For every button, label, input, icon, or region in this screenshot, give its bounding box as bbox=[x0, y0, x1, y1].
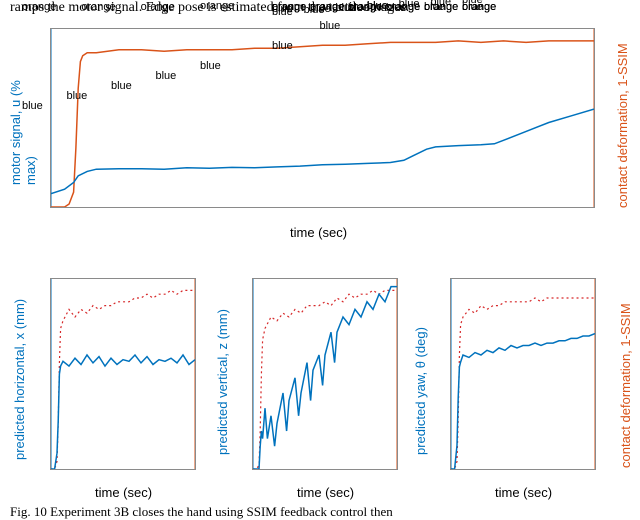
tick-label: orange bbox=[386, 1, 420, 13]
tick-label: orange bbox=[424, 1, 458, 13]
tick-label: orange bbox=[348, 1, 382, 13]
bottom-chart-0 bbox=[50, 278, 196, 470]
tick-label: blue bbox=[111, 80, 132, 92]
tick-label: orange bbox=[462, 1, 496, 13]
top-xlabel: time (sec) bbox=[290, 225, 347, 240]
b0-xlabel: time (sec) bbox=[95, 485, 152, 500]
bottom-chart-2 bbox=[450, 278, 596, 470]
tick-label: blue bbox=[67, 90, 88, 102]
tick-label: blue bbox=[272, 40, 293, 52]
b2-ylabel-right: contact deformation, 1-SSIM bbox=[618, 283, 633, 468]
b1-xlabel: time (sec) bbox=[297, 485, 354, 500]
tick-label: orange bbox=[81, 1, 115, 13]
tick-label: orange bbox=[200, 0, 234, 12]
tick-label: blue bbox=[200, 60, 221, 72]
tick-label: blue bbox=[156, 70, 177, 82]
bottom-chart-1-svg bbox=[253, 279, 397, 469]
tick-label: orange bbox=[272, 1, 306, 13]
b2-xlabel: time (sec) bbox=[495, 485, 552, 500]
tick-label: orange bbox=[141, 1, 175, 13]
top-ylabel-left: motor signal, u (% max) bbox=[8, 55, 38, 185]
b0-ylabel-left: predicted horizontal, x (mm) bbox=[12, 295, 27, 460]
tick-label: orange bbox=[22, 1, 56, 13]
b1-ylabel-left: predicted vertical, z (mm) bbox=[215, 300, 230, 455]
tick-label: blue bbox=[22, 100, 43, 112]
top-ylabel-right: contact deformation, 1-SSIM bbox=[615, 33, 630, 208]
figure-caption: Fig. 10 Experiment 3B closes the hand us… bbox=[0, 502, 403, 520]
bottom-chart-0-svg bbox=[51, 279, 195, 469]
top-chart bbox=[50, 28, 595, 208]
bottom-chart-2-svg bbox=[451, 279, 595, 469]
top-chart-svg bbox=[51, 29, 594, 207]
tick-label: blue bbox=[320, 20, 341, 32]
bottom-chart-1 bbox=[252, 278, 398, 470]
b2-ylabel-left: predicted yaw, θ (deg) bbox=[413, 300, 428, 455]
tick-label: orange bbox=[310, 1, 344, 13]
